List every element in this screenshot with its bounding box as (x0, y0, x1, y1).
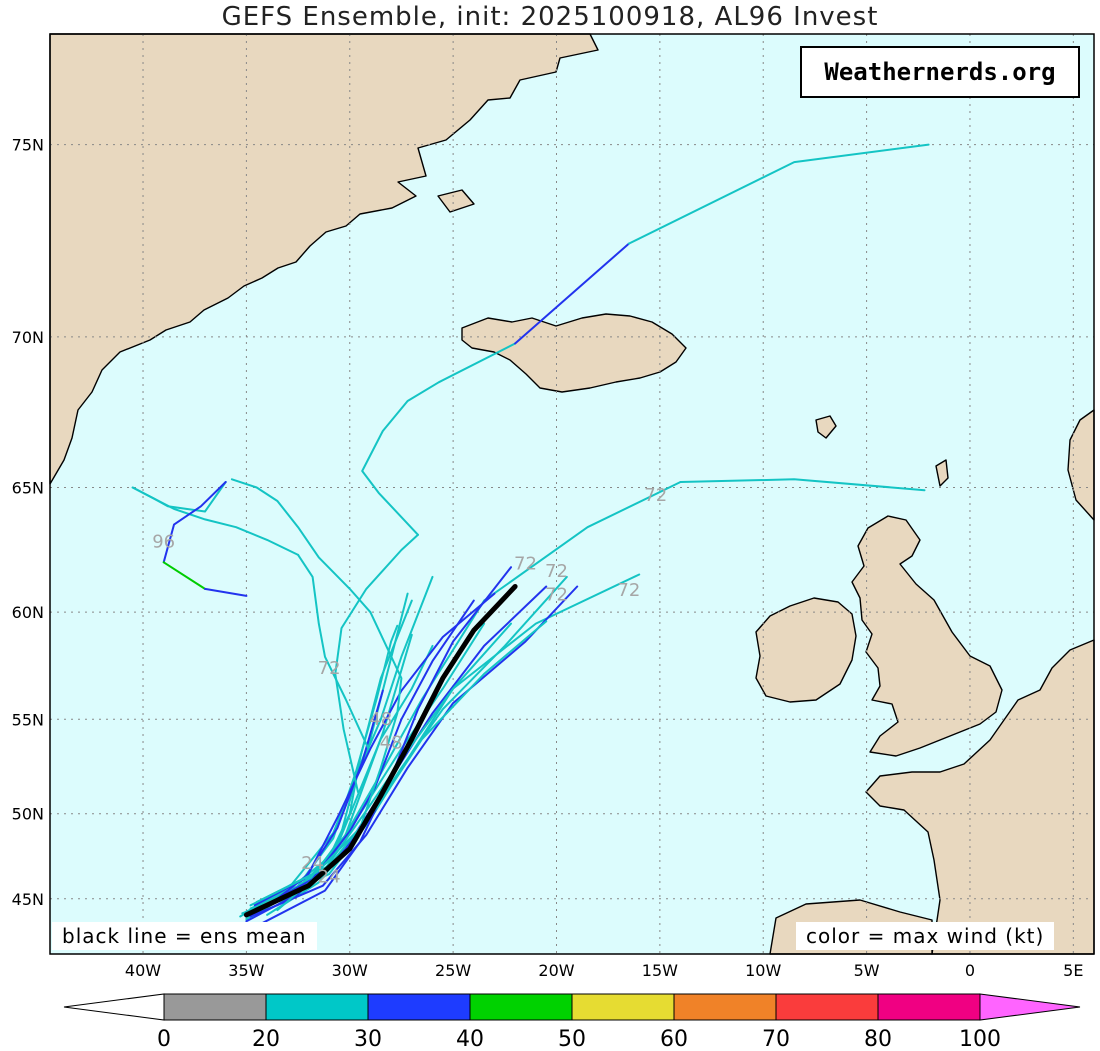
track-hour-label: 24 (318, 866, 341, 887)
colorbar-max-arrow (979, 993, 1081, 1021)
longitude-label: 30W (332, 961, 368, 980)
member-track-cyan (249, 611, 403, 907)
longitude-label: 15W (642, 961, 678, 980)
member-track-cyan (255, 624, 399, 916)
longitude-label: 5E (1063, 961, 1083, 980)
colorbar-swatch (571, 993, 675, 1021)
colorbar-tick-label: 100 (959, 1027, 1001, 1051)
colorbar-swatch (673, 993, 777, 1021)
longitude-label: 5W (854, 961, 880, 980)
longitude-label: 40W (125, 961, 161, 980)
member-track-cyan (679, 478, 926, 492)
ensemble-mean-track (243, 584, 518, 918)
longitude-label: 0 (965, 961, 975, 980)
member-track-cyan (249, 573, 641, 910)
colorbar-swatch (877, 993, 981, 1021)
latitude-label: 75N (12, 136, 44, 155)
colorbar-tick-label: 40 (456, 1027, 484, 1051)
graticule (50, 34, 1094, 954)
latitude-label: 50N (12, 805, 44, 824)
member-track-cyan (334, 533, 419, 793)
member-track-cyan (131, 481, 227, 513)
greenland (49, 33, 599, 485)
longitude-labels: 40W 35W 30W 25W 20W 15W 10W 5W 0 5E (125, 961, 1084, 980)
track-hour-label: 72 (318, 658, 341, 679)
colorbar-swatch (163, 993, 267, 1021)
member-track-blue (514, 242, 630, 345)
great-britain (851, 515, 1003, 757)
watermark-logo: Weathernerds.org (800, 46, 1080, 98)
colorbar-tick-label: 50 (558, 1027, 586, 1051)
track-hour-label: 72 (545, 561, 568, 582)
track-hour-label: 24 (301, 853, 324, 874)
longitude-label: 35W (228, 961, 264, 980)
colorbar-tick-label: 30 (354, 1027, 382, 1051)
longitude-label: 20W (538, 961, 574, 980)
member-track-cyan (230, 478, 372, 614)
member-track-cyan (245, 481, 682, 921)
latitude-label: 55N (12, 710, 44, 729)
longitude-label: 25W (435, 961, 471, 980)
colorbar-tick-label: 60 (660, 1027, 688, 1051)
latitude-label: 70N (12, 328, 44, 347)
ireland (755, 597, 857, 703)
continental-europe (865, 639, 1095, 955)
latitude-labels: 75N 70N 65N 60N 55N 50N 45N (12, 136, 44, 909)
track-hour-label: 72 (644, 485, 667, 506)
track-hour-label: 96 (152, 531, 175, 552)
latitude-label: 60N (12, 603, 44, 622)
member-track-cyan (297, 553, 370, 750)
track-hour-label: 72 (514, 554, 537, 575)
wind-color-note: color = max wind (kt) (796, 922, 1055, 950)
track-hour-label: 72 (545, 585, 568, 606)
map-frame (49, 33, 1095, 955)
mean-line-note: black line = ens mean (52, 922, 317, 950)
wind-colorbar: 0 20 30 40 50 60 70 80 100 (63, 993, 1081, 1051)
latitude-label: 45N (12, 890, 44, 909)
colorbar-swatch (265, 993, 369, 1021)
member-track-blue (249, 585, 579, 918)
member-track-blue (162, 481, 227, 564)
colorbar-min-arrow (63, 993, 165, 1021)
faroe-islands (815, 415, 837, 439)
track-hour-label: 48 (380, 733, 403, 754)
colorbar-swatch (775, 993, 879, 1021)
member-track-green (162, 561, 206, 590)
iceland (461, 313, 687, 393)
colorbar-swatch (367, 993, 471, 1021)
member-track-cyan (361, 342, 517, 536)
colorbar-tick-label: 80 (864, 1027, 892, 1051)
colorbar-tick-label: 70 (762, 1027, 790, 1051)
track-hour-label: 72 (617, 580, 640, 601)
track-hour-label: 48 (369, 709, 392, 730)
latitude-label: 65N (12, 478, 44, 497)
longitude-label: 10W (745, 961, 781, 980)
member-track-cyan (627, 143, 930, 245)
greenland-islands (437, 189, 475, 213)
map-title: GEFS Ensemble, init: 2025100918, AL96 In… (221, 2, 879, 32)
colorbar-tick-label: 20 (252, 1027, 280, 1051)
colorbar-tick-label: 0 (157, 1027, 171, 1051)
member-track-blue (204, 587, 248, 597)
ensemble-tracks (131, 143, 930, 924)
shetland (935, 459, 949, 487)
colorbar-swatch (469, 993, 573, 1021)
